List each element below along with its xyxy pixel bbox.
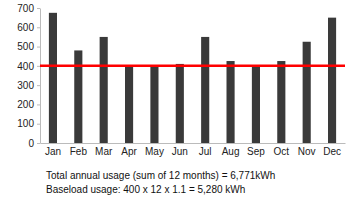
x-tick-label: May [145, 146, 164, 157]
bar [49, 13, 57, 143]
y-tick: 100 [17, 118, 40, 129]
x-tick-label: Feb [70, 146, 88, 157]
x-tick-label: Dec [323, 146, 341, 157]
bar [227, 61, 235, 143]
y-tick: 400 [17, 61, 40, 72]
y-tick-mark [37, 66, 40, 67]
x-tick: Jun [172, 143, 188, 157]
x-axis-line [41, 143, 346, 144]
y-tick: 0 [28, 138, 40, 149]
x-tick-label: Apr [121, 146, 137, 157]
chart-svg: 0 100 200 300 400 500 600 700 Jan Feb Mar Apr May Jun… [0, 0, 355, 200]
plot-area: 0 100 200 300 400 500 600 700 Jan Feb Mar Apr May Jun… [17, 3, 345, 157]
y-tick-label: 400 [17, 61, 34, 72]
y-tick-label: 700 [17, 3, 34, 14]
x-tick: Jul [199, 143, 212, 157]
bar [303, 42, 311, 143]
y-tick-label: 0 [28, 138, 34, 149]
y-tick-mark [37, 104, 40, 105]
y-axis-line [40, 9, 41, 144]
bar [176, 64, 184, 143]
x-tick-label: Nov [298, 146, 316, 157]
y-axis: 0 100 200 300 400 500 600 700 [17, 3, 40, 149]
y-tick-mark [37, 47, 40, 48]
bar [252, 66, 260, 143]
x-tick: Dec [323, 143, 341, 157]
y-tick-mark [37, 27, 40, 28]
x-tick-label: Aug [222, 146, 240, 157]
x-tick: Nov [298, 143, 316, 157]
y-tick-label: 300 [17, 80, 34, 91]
y-tick-mark [37, 124, 40, 125]
y-tick-mark [37, 85, 40, 86]
bar [328, 18, 336, 143]
x-tick: May [145, 143, 164, 157]
x-tick: Mar [95, 143, 113, 157]
y-tick-label: 200 [17, 99, 34, 110]
y-tick: 200 [17, 99, 40, 110]
y-tick-label: 600 [17, 22, 34, 33]
x-tick-label: Mar [95, 146, 113, 157]
y-tick-label: 100 [17, 118, 34, 129]
bar [277, 61, 285, 143]
y-tick-mark [37, 8, 40, 9]
bar [150, 66, 158, 143]
y-tick: 300 [17, 80, 40, 91]
annotation: Total annual usage (sum of 12 months) = … [46, 170, 275, 181]
x-tick-label: Oct [274, 146, 290, 157]
bar [74, 50, 82, 143]
x-tick: Aug [222, 143, 240, 157]
x-tick-label: Sep [247, 146, 265, 157]
x-axis: Jan Feb Mar Apr May Jun Jul Aug Sep Oct Nov Dec [41, 143, 346, 157]
y-tick-label: 500 [17, 41, 34, 52]
y-tick: 600 [17, 22, 40, 33]
reference-line [40, 65, 345, 68]
y-tick-mark [37, 143, 40, 144]
x-tick-label: Jun [172, 146, 188, 157]
x-tick: Sep [247, 143, 265, 157]
x-tick: Oct [274, 143, 290, 157]
x-tick: Feb [70, 143, 88, 157]
bar [100, 37, 108, 143]
x-tick: Jan [45, 143, 61, 157]
y-tick: 500 [17, 41, 40, 52]
x-tick-label: Jul [199, 146, 212, 157]
bar [201, 37, 209, 143]
y-tick: 700 [17, 3, 40, 14]
annotation: Baseload usage: 400 x 12 x 1.1 = 5,280 k… [46, 184, 245, 195]
bar [125, 66, 133, 143]
chart-container: 0 100 200 300 400 500 600 700 Jan Feb Mar Apr May Jun… [0, 0, 355, 200]
marks [40, 13, 345, 143]
x-tick: Apr [121, 143, 137, 157]
x-tick-label: Jan [45, 146, 61, 157]
